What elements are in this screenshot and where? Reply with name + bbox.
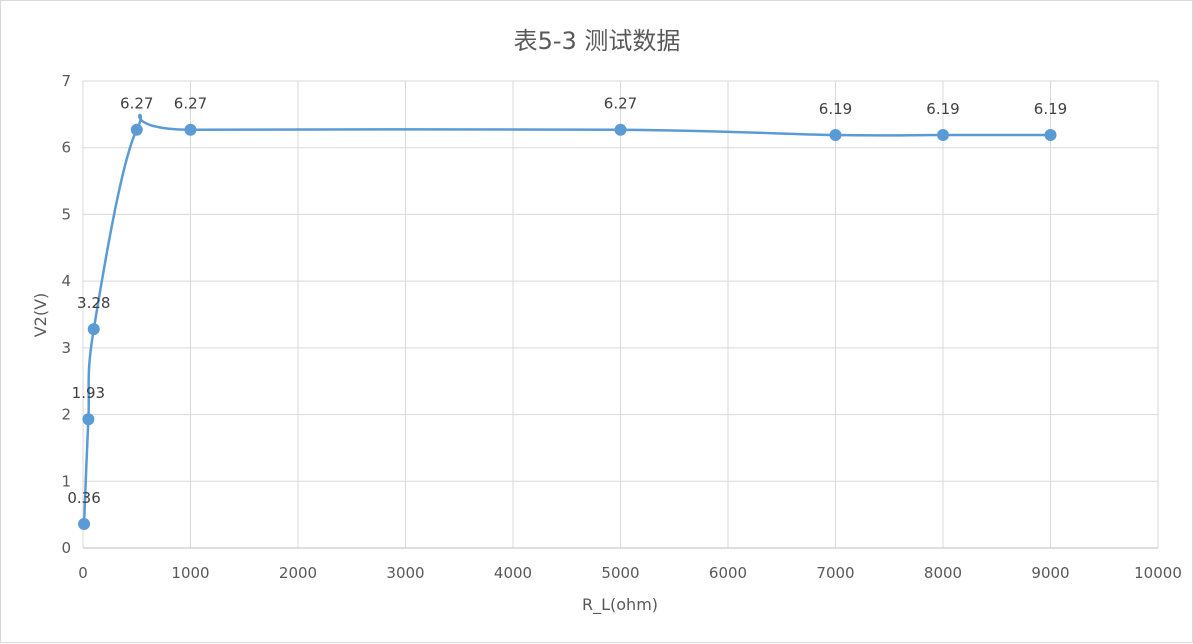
- x-tick-label: 4000: [494, 564, 532, 582]
- y-tick-label: 3: [61, 339, 71, 357]
- y-tick-label: 5: [61, 205, 71, 223]
- data-labels: 0.36 1.93 3.28 6.27 6.27 6.27 6.19 6.19 6.19: [67, 95, 1067, 507]
- series-line: [82, 113, 1051, 525]
- data-point: [78, 517, 91, 530]
- x-tick-label: 5000: [601, 564, 639, 582]
- data-point: [614, 123, 627, 136]
- gridlines: [82, 80, 1159, 549]
- x-axis-label: R_L(ohm): [582, 595, 658, 615]
- y-tick-label: 0: [61, 539, 71, 557]
- data-label: 6.19: [1034, 100, 1067, 118]
- data-label: 6.19: [926, 100, 959, 118]
- data-point: [184, 123, 197, 136]
- data-label: 6.27: [120, 95, 153, 113]
- series-layer: [78, 113, 1057, 530]
- data-point: [82, 413, 95, 426]
- y-tick-label: 2: [61, 406, 71, 424]
- x-tick-label: 3000: [386, 564, 424, 582]
- x-tick-label: 7000: [816, 564, 854, 582]
- data-label: 3.28: [77, 294, 110, 312]
- x-tick-label: 0: [78, 564, 88, 582]
- x-tick-label: 1000: [171, 564, 209, 582]
- data-point: [87, 323, 100, 336]
- data-label: 6.27: [604, 95, 637, 113]
- y-axis-label: V2(V): [31, 293, 50, 338]
- data-label: 1.93: [72, 384, 105, 402]
- y-tick-label: 4: [61, 272, 71, 290]
- data-label: 6.27: [174, 95, 207, 113]
- data-point: [937, 129, 949, 142]
- y-tick-label: 1: [61, 472, 71, 490]
- x-tick-label: 9000: [1031, 564, 1069, 582]
- y-tick-label: 6: [61, 139, 71, 157]
- data-point: [829, 129, 842, 142]
- x-tick-label: 6000: [709, 564, 747, 582]
- y-tick-label: 7: [61, 72, 71, 90]
- x-tick-label: 10000: [1134, 564, 1182, 582]
- data-point: [130, 123, 143, 136]
- data-label: 6.19: [819, 100, 852, 118]
- x-tick-label: 2000: [279, 564, 317, 582]
- data-point: [1044, 129, 1057, 142]
- x-tick-label: 8000: [924, 564, 962, 582]
- axes: 0 1000 2000 3000 4000 5000 6000 7000 8000 9000 100…: [61, 72, 1181, 582]
- data-label: 0.36: [67, 489, 100, 507]
- chart-title: 表5-3 测试数据: [514, 27, 681, 55]
